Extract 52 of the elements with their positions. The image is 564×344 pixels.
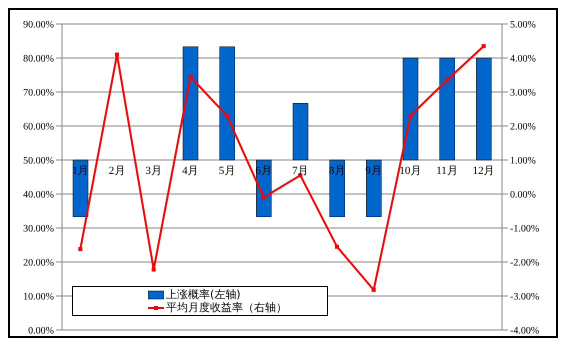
x-tick-label: 5月 — [218, 165, 236, 177]
point — [445, 78, 449, 82]
point — [78, 247, 82, 252]
y-tick-label: 60.00% — [23, 122, 54, 133]
point — [262, 195, 266, 200]
x-tick-label: 10月 — [399, 165, 422, 177]
bar — [256, 160, 272, 218]
point — [482, 44, 486, 48]
y2-tick-label: 4.00% — [510, 54, 536, 65]
x-tick-label: 12月 — [472, 165, 495, 177]
x-tick-label: 7月 — [292, 165, 309, 177]
x-tick-label: 3月 — [145, 165, 162, 177]
point — [152, 267, 156, 272]
bar — [402, 58, 418, 160]
y2-tick-label: 3.00% — [510, 88, 536, 99]
y-tick-label: 50.00% — [23, 156, 54, 167]
bar — [476, 58, 492, 160]
y2-tick-label: -3.00% — [510, 292, 540, 303]
x-tick-label: 1月 — [72, 165, 89, 177]
y-tick-label: 80.00% — [23, 54, 54, 65]
point — [115, 52, 119, 57]
legend-label: 上涨概率(左轴) — [166, 288, 241, 301]
y2-tick-label: 2.00% — [510, 122, 536, 133]
bar — [219, 46, 235, 160]
x-tick-label: 2月 — [108, 165, 126, 177]
bar — [292, 102, 308, 160]
y2-tick-label: 5.00% — [510, 20, 536, 31]
legend-label: 平均月度收益率（右轴） — [166, 301, 287, 314]
bar — [439, 58, 455, 160]
bar — [72, 160, 88, 218]
point — [408, 114, 412, 118]
bar — [329, 160, 345, 218]
y2-tick-label: 1.00% — [510, 156, 536, 167]
y-tick-label: 40.00% — [23, 190, 54, 201]
bar — [366, 160, 382, 218]
y-tick-label: 0.00% — [28, 326, 54, 337]
y-tick-label: 20.00% — [23, 258, 54, 269]
point — [335, 244, 339, 249]
y-tick-label: 90.00% — [23, 20, 54, 31]
y2-tick-label: -2.00% — [510, 258, 540, 269]
y2-tick-label: 0.00% — [510, 190, 536, 201]
y-tick-label: 10.00% — [23, 292, 54, 303]
x-tick-label: 11月 — [436, 165, 458, 177]
y2-tick-label: -1.00% — [510, 224, 540, 235]
x-tick-label: 4月 — [182, 165, 199, 177]
point — [372, 288, 376, 292]
point — [225, 114, 229, 118]
y2-tick-label: -4.00% — [510, 326, 540, 337]
y-tick-label: 30.00% — [23, 224, 54, 235]
y-tick-label: 70.00% — [23, 88, 54, 99]
bar — [182, 46, 198, 160]
point — [188, 74, 192, 79]
